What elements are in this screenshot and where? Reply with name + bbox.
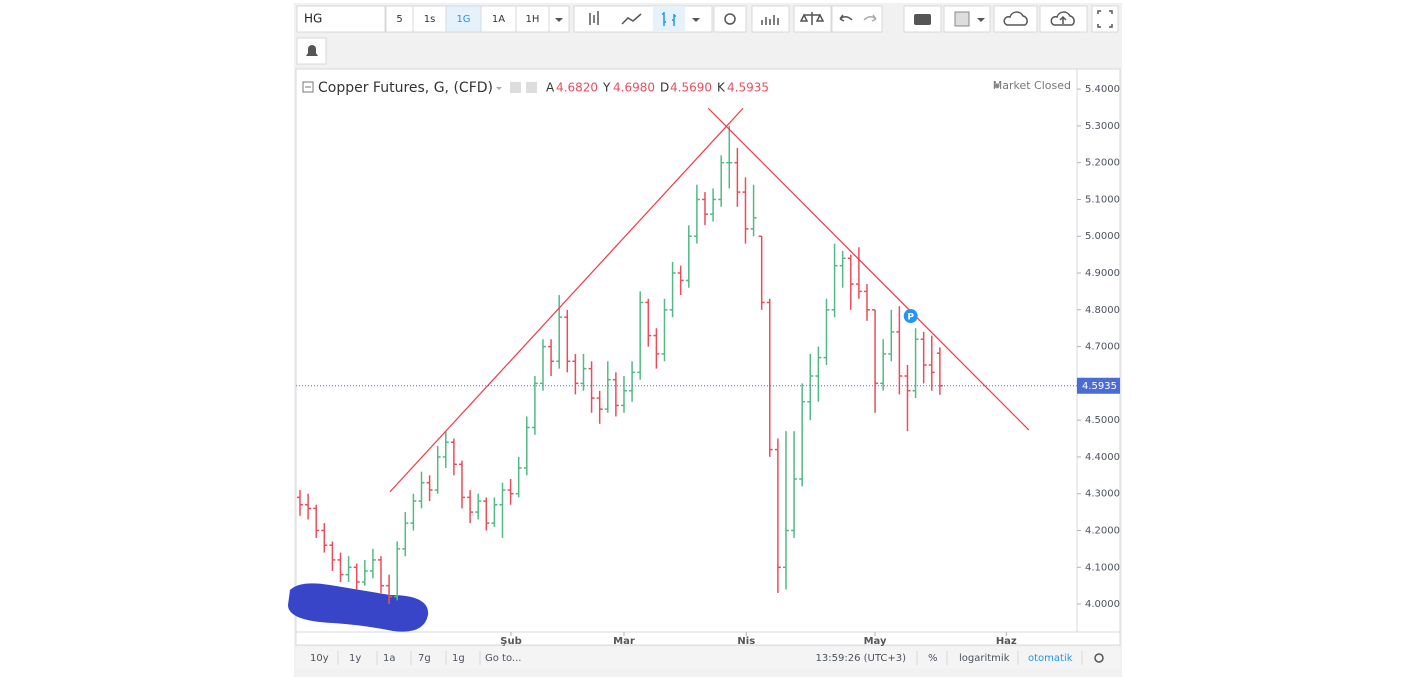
- footer-settings[interactable]: [1094, 653, 1104, 663]
- status-dot: [994, 83, 1000, 89]
- range-btn[interactable]: 1y: [349, 653, 361, 664]
- legend-key: Y: [602, 81, 611, 95]
- x-tick-label: Şub: [500, 636, 521, 647]
- icon-gear: [724, 13, 736, 25]
- y-tick-label: 4.9000: [1085, 268, 1120, 279]
- marker[interactable]: [903, 309, 918, 324]
- goto-btn[interactable]: Go to...: [485, 653, 521, 664]
- y-tick-label: 4.4000: [1085, 452, 1120, 463]
- fullscreen-btn[interactable]: [1091, 5, 1119, 33]
- x-tick-label: Haz: [996, 636, 1017, 647]
- marker-label: P: [907, 313, 914, 323]
- legend-value: 4.5690: [670, 81, 712, 95]
- y-tick-label: 5.3000: [1085, 121, 1120, 132]
- y-tick-label: 4.3000: [1085, 489, 1120, 500]
- auto-btn[interactable]: otomatik: [1028, 653, 1073, 664]
- footer-bar: [296, 647, 1120, 669]
- interval-btn[interactable]: [515, 5, 550, 33]
- y-tick-label: 4.5000: [1085, 415, 1120, 426]
- settings-btn[interactable]: [713, 5, 747, 33]
- interval-btn[interactable]: [412, 5, 447, 33]
- icon-redo: [863, 14, 877, 22]
- legend-icon[interactable]: [510, 82, 521, 93]
- interval-label[interactable]: 1H: [526, 14, 540, 25]
- icon-ohlc: [662, 12, 676, 26]
- load-btn[interactable]: [993, 5, 1038, 33]
- chart-area: [295, 68, 1121, 646]
- interval-label[interactable]: 1A: [492, 14, 505, 25]
- y-tick-label: 4.1000: [1085, 562, 1120, 573]
- trend-line: [389, 107, 744, 493]
- icon-upload: [1050, 11, 1075, 26]
- icon-scale: [799, 12, 825, 25]
- collapse-icon[interactable]: [302, 81, 314, 93]
- legend-key: K: [717, 81, 726, 95]
- interval-btn[interactable]: [385, 5, 414, 33]
- interval-btn[interactable]: [445, 5, 482, 33]
- y-tick-label: 5.4000: [1085, 84, 1120, 95]
- y-tick-label: 5.1000: [1085, 194, 1120, 205]
- legend-icon[interactable]: [526, 82, 537, 93]
- legend-value: 4.6980: [613, 81, 655, 95]
- undo-redo[interactable]: [831, 5, 883, 33]
- legend-key: A: [546, 81, 555, 95]
- alert-btn[interactable]: [296, 37, 327, 65]
- y-tick-label: 4.8000: [1085, 305, 1120, 316]
- x-tick-label: Nis: [737, 636, 755, 647]
- icon-cloud: [1003, 11, 1028, 26]
- caret: [555, 18, 563, 22]
- log-btn[interactable]: logaritmik: [959, 653, 1010, 664]
- y-tick-label: 4.2000: [1085, 525, 1120, 536]
- icon-fullscreen: [1097, 10, 1113, 28]
- y-tick-label: 5.2000: [1085, 158, 1120, 169]
- y-tick-label: 4.7000: [1085, 342, 1120, 353]
- icon-camera: [914, 14, 931, 25]
- symbol[interactable]: HG: [304, 12, 322, 26]
- icon-alert: [306, 45, 318, 56]
- icon-undo: [839, 14, 853, 22]
- interval-label[interactable]: 1s: [424, 14, 436, 25]
- caret: [977, 18, 985, 22]
- legend-value: 4.6820: [556, 81, 598, 95]
- chart-title: Copper Futures, G, (CFD): [318, 80, 493, 96]
- legend-value: 4.5935: [727, 81, 769, 95]
- icon-color: [954, 11, 970, 27]
- icon-line: [621, 13, 642, 25]
- range-btn[interactable]: 7g: [418, 653, 431, 664]
- range-btn[interactable]: 10y: [310, 653, 329, 664]
- y-tick-label: 4.0000: [1085, 599, 1120, 610]
- caret: [496, 87, 502, 90]
- last-price-label: 4.5935: [1082, 381, 1117, 392]
- caret: [692, 18, 700, 22]
- redaction: [288, 583, 429, 632]
- icon-indicators: [761, 15, 779, 25]
- interval-label[interactable]: 1G: [456, 14, 470, 25]
- legend-key: D: [660, 81, 669, 95]
- last-price-badge: [1077, 377, 1120, 394]
- symbol-box[interactable]: [296, 5, 386, 33]
- icon-bars: [589, 11, 599, 25]
- percent-btn[interactable]: %: [928, 653, 938, 664]
- trend-line: [707, 107, 1030, 431]
- range-btn[interactable]: 1a: [383, 653, 396, 664]
- y-tick-label: 5.0000: [1085, 231, 1120, 242]
- interval-btn[interactable]: [480, 5, 517, 33]
- interval-label[interactable]: 5: [396, 14, 402, 25]
- clock: 13:59:26 (UTC+3): [816, 653, 907, 664]
- x-tick-label: Mar: [613, 636, 635, 647]
- chart-type-group[interactable]: [573, 5, 713, 33]
- range-btn[interactable]: 1g: [452, 653, 465, 664]
- chart-type-active[interactable]: [653, 6, 685, 32]
- market-status: Market Closed: [993, 79, 1071, 92]
- x-tick-label: May: [864, 636, 887, 647]
